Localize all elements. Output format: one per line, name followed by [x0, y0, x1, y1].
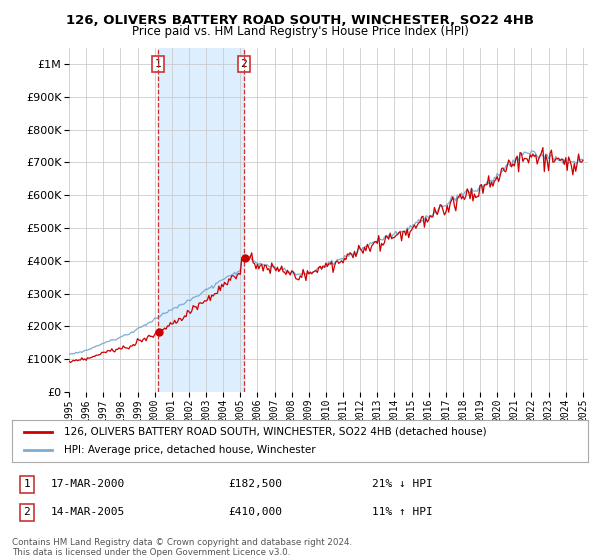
Text: 126, OLIVERS BATTERY ROAD SOUTH, WINCHESTER, SO22 4HB (detached house): 126, OLIVERS BATTERY ROAD SOUTH, WINCHES… [64, 427, 487, 437]
Text: 126, OLIVERS BATTERY ROAD SOUTH, WINCHESTER, SO22 4HB: 126, OLIVERS BATTERY ROAD SOUTH, WINCHES… [66, 14, 534, 27]
Text: 14-MAR-2005: 14-MAR-2005 [51, 507, 125, 517]
Text: 2: 2 [23, 507, 31, 517]
Text: 1: 1 [155, 59, 161, 69]
Bar [158, 48, 244, 392]
Text: Price paid vs. HM Land Registry's House Price Index (HPI): Price paid vs. HM Land Registry's House … [131, 25, 469, 38]
Text: HPI: Average price, detached house, Winchester: HPI: Average price, detached house, Winc… [64, 445, 316, 455]
Text: 1: 1 [23, 479, 31, 489]
Text: 11% ↑ HPI: 11% ↑ HPI [372, 507, 433, 517]
Text: £410,000: £410,000 [228, 507, 282, 517]
Text: 2: 2 [241, 59, 247, 69]
Text: £182,500: £182,500 [228, 479, 282, 489]
Text: 21% ↓ HPI: 21% ↓ HPI [372, 479, 433, 489]
Text: 17-MAR-2000: 17-MAR-2000 [51, 479, 125, 489]
Text: Contains HM Land Registry data © Crown copyright and database right 2024.
This d: Contains HM Land Registry data © Crown c… [12, 538, 352, 557]
